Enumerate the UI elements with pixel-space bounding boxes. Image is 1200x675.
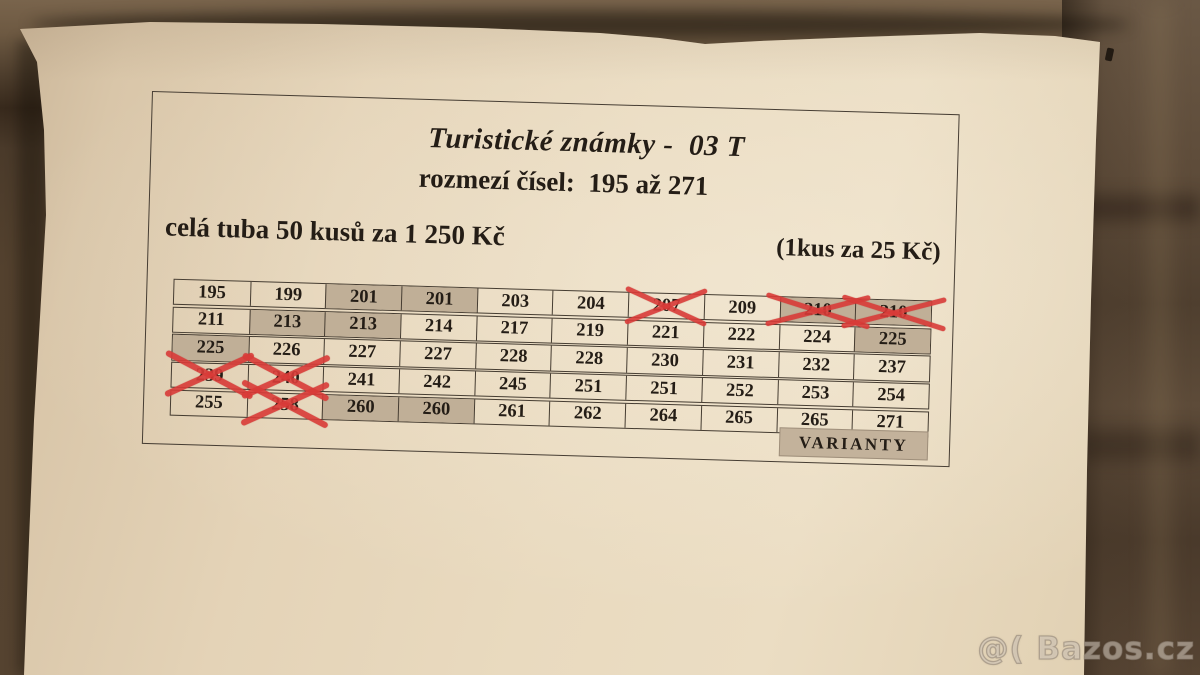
table-cell: 219	[551, 318, 628, 345]
table-cell: 227	[323, 339, 400, 366]
table-cell: 228	[550, 345, 627, 373]
table-cell: 221	[627, 320, 704, 347]
table-cell-crossed-out: 210	[779, 297, 856, 324]
tube-price-text: celá tuba 50 kusů za 1 250 Kč	[164, 211, 506, 252]
table-cell: 214	[400, 313, 477, 341]
table-cell: 203	[476, 288, 553, 315]
table-cell: 242	[398, 369, 475, 396]
table-cell: 201	[325, 284, 402, 311]
table-cell: 262	[549, 401, 626, 428]
unit-price-text: (1kus za 25 Kč)	[775, 234, 942, 266]
table-cell-crossed-out: 258	[246, 392, 323, 419]
table-cell: 253	[776, 380, 854, 407]
table-cell: 227	[399, 341, 476, 368]
fabric-wrinkle-highlight	[1150, 0, 1170, 675]
table-cell-crossed-out: 210	[854, 299, 932, 326]
table-cell: 252	[701, 378, 778, 405]
table-cell: 264	[624, 403, 702, 430]
table-cell: 231	[701, 350, 779, 377]
stamp-table: 195 199 201 201 203 204 207 209 210 210 211 213 213 2…	[169, 278, 933, 438]
table-cell: 230	[626, 348, 703, 375]
varianty-badge: VARIANTY	[778, 427, 929, 461]
table-cell: 226	[247, 337, 325, 364]
table-cell: 228	[474, 343, 552, 371]
table-cell: 237	[853, 354, 930, 382]
table-cell: 209	[703, 294, 780, 322]
table-cell: 217	[475, 316, 553, 343]
table-cell: 195	[197, 282, 227, 303]
table-cell: 204	[552, 290, 629, 317]
fabric-wrinkle	[1075, 195, 1200, 221]
table-cell-crossed-out: 240	[247, 364, 324, 392]
table-cell: 261	[473, 399, 550, 426]
table-cell: 213	[324, 311, 401, 339]
table-cell: 211	[197, 309, 225, 331]
table-cell: 222	[702, 322, 780, 350]
table-cell: 225	[172, 335, 249, 362]
table-cell: 213	[248, 309, 326, 336]
table-cell: 260	[322, 394, 399, 422]
table-cell: 201	[400, 286, 478, 313]
table-cell: 225	[854, 327, 931, 354]
table-cell: 255	[194, 392, 224, 414]
table-cell-crossed-out: 239	[171, 363, 247, 389]
table-cell: 245	[474, 371, 551, 398]
table-cell: 265	[700, 405, 777, 433]
table-cell: 251	[625, 375, 702, 403]
document-frame: Turistické známky - 03 T rozmezí čísel: …	[141, 91, 960, 468]
table-cell: 232	[777, 352, 854, 379]
table-cell: 199	[249, 281, 326, 309]
table-cell-crossed-out: 207	[627, 292, 705, 320]
table-cell: 224	[778, 324, 855, 352]
table-cell: 241	[322, 367, 400, 394]
table-cell: 260	[397, 396, 475, 424]
bazos-watermark: @( Bazos.cz	[977, 630, 1195, 667]
table-cell: 251	[549, 373, 627, 401]
fabric-wrinkle	[1080, 430, 1200, 460]
table-cell: 254	[852, 382, 929, 409]
